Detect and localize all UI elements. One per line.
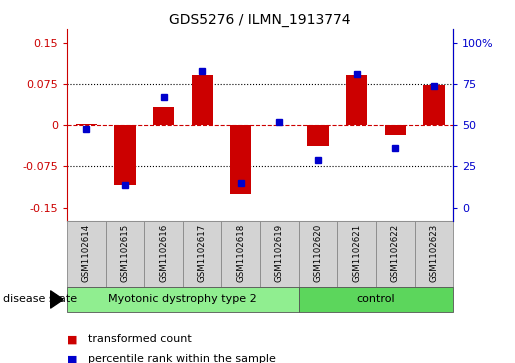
Bar: [423, 85, 444, 125]
Text: GSM1102622: GSM1102622: [391, 224, 400, 282]
Bar: [153, 107, 174, 125]
Text: ■: ■: [67, 354, 77, 363]
Bar: [114, 125, 135, 185]
Bar: [376, 221, 415, 287]
Bar: [192, 75, 213, 125]
Bar: [67, 287, 299, 312]
Bar: [183, 221, 221, 287]
Bar: [230, 125, 251, 194]
Bar: [337, 221, 376, 287]
Text: GSM1102616: GSM1102616: [159, 224, 168, 282]
Text: control: control: [356, 294, 396, 305]
Bar: [144, 221, 183, 287]
Text: GSM1102623: GSM1102623: [430, 224, 438, 282]
Bar: [76, 124, 97, 125]
Polygon shape: [50, 291, 63, 308]
Text: GSM1102621: GSM1102621: [352, 224, 361, 282]
Bar: [221, 221, 260, 287]
Text: GSM1102619: GSM1102619: [275, 224, 284, 282]
Text: GSM1102617: GSM1102617: [198, 224, 207, 282]
Text: Myotonic dystrophy type 2: Myotonic dystrophy type 2: [109, 294, 257, 305]
Text: ■: ■: [67, 334, 77, 344]
Text: GSM1102618: GSM1102618: [236, 224, 245, 282]
Text: percentile rank within the sample: percentile rank within the sample: [88, 354, 276, 363]
Bar: [307, 125, 329, 146]
Bar: [299, 221, 337, 287]
Title: GDS5276 / ILMN_1913774: GDS5276 / ILMN_1913774: [169, 13, 351, 26]
Text: GSM1102614: GSM1102614: [82, 224, 91, 282]
Bar: [385, 125, 406, 135]
Bar: [299, 287, 453, 312]
Bar: [106, 221, 144, 287]
Text: transformed count: transformed count: [88, 334, 191, 344]
Text: GSM1102615: GSM1102615: [121, 224, 129, 282]
Bar: [260, 221, 299, 287]
Bar: [67, 221, 106, 287]
Bar: [346, 75, 367, 125]
Text: disease state: disease state: [3, 294, 77, 305]
Bar: [415, 221, 453, 287]
Text: GSM1102620: GSM1102620: [314, 224, 322, 282]
